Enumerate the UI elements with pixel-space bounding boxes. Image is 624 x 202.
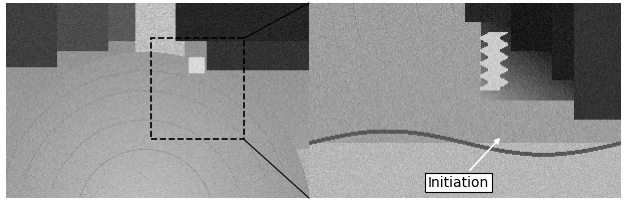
Text: Initiation: Initiation <box>428 139 499 189</box>
